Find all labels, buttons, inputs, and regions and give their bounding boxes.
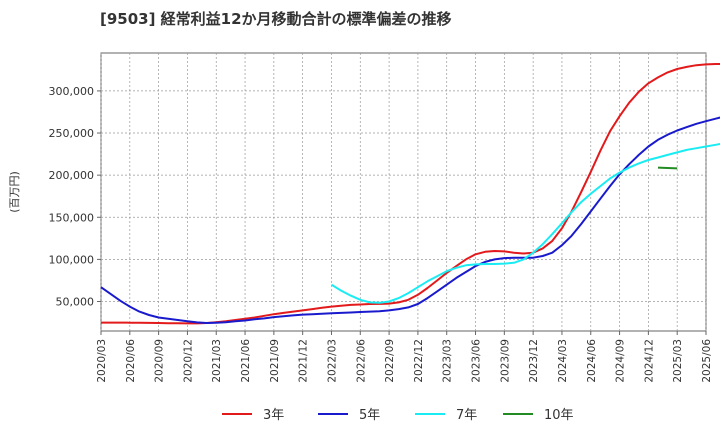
x-tick-label: 2024/03 <box>557 339 569 383</box>
x-tick-label: 2024/09 <box>615 339 627 383</box>
series-lines <box>100 63 720 325</box>
x-tick-label: 2020/06 <box>125 339 137 383</box>
x-tick-label: 2022/09 <box>384 339 396 383</box>
legend-label: 7年 <box>456 408 477 423</box>
x-tick-label: 2021/03 <box>211 339 223 383</box>
legend-label: 3年 <box>263 408 284 423</box>
x-tick-label: 2025/06 <box>701 339 713 383</box>
x-tick-label: 2023/12 <box>528 339 540 383</box>
x-tick-label: 2022/06 <box>355 339 367 383</box>
x-tick-label: 2021/12 <box>298 339 310 383</box>
legend-label: 5年 <box>359 408 380 423</box>
y-axis-ticks: 50,000 100,000 150,000 200,000 250,000 300,00… <box>49 85 101 309</box>
x-tick-label: 2023/03 <box>442 339 454 383</box>
x-tick-label: 2023/06 <box>471 339 483 383</box>
series-line-5年 <box>100 116 720 324</box>
y-tick-label: 300,000 <box>49 85 95 98</box>
legend-label: 10年 <box>544 408 574 423</box>
y-tick-label: 250,000 <box>49 127 95 140</box>
y-tick-label: 150,000 <box>49 211 95 224</box>
x-tick-label: 2023/09 <box>499 339 511 383</box>
x-tick-label: 2020/12 <box>182 339 194 383</box>
plot-area <box>100 52 707 332</box>
x-tick-label: 2021/06 <box>240 339 252 383</box>
x-tick-label: 2020/09 <box>154 339 166 383</box>
x-tick-label: 2022/03 <box>326 339 338 383</box>
series-line-7年 <box>330 143 720 304</box>
legend: 3年 5年 7年 10年 <box>222 408 574 423</box>
x-tick-label: 2025/03 <box>672 339 684 383</box>
chart-title: [9503] 経常利益12か月移動合計の標準偏差の推移 <box>100 10 452 28</box>
grid-lines <box>100 53 707 331</box>
series-line-10年 <box>657 166 678 170</box>
x-tick-label: 2021/09 <box>269 339 281 383</box>
y-tick-label: 50,000 <box>56 296 95 309</box>
y-axis-label: (百万円) <box>8 171 21 213</box>
x-axis-ticks: 2020/03 2020/06 2020/09 2020/12 2021/03 2021/… <box>96 331 713 383</box>
x-tick-label: 2022/12 <box>413 339 425 383</box>
y-tick-label: 100,000 <box>49 253 95 266</box>
x-tick-label: 2024/06 <box>586 339 598 383</box>
y-tick-label: 200,000 <box>49 169 95 182</box>
x-tick-label: 2020/03 <box>96 339 108 383</box>
x-tick-label: 2024/12 <box>643 339 655 383</box>
